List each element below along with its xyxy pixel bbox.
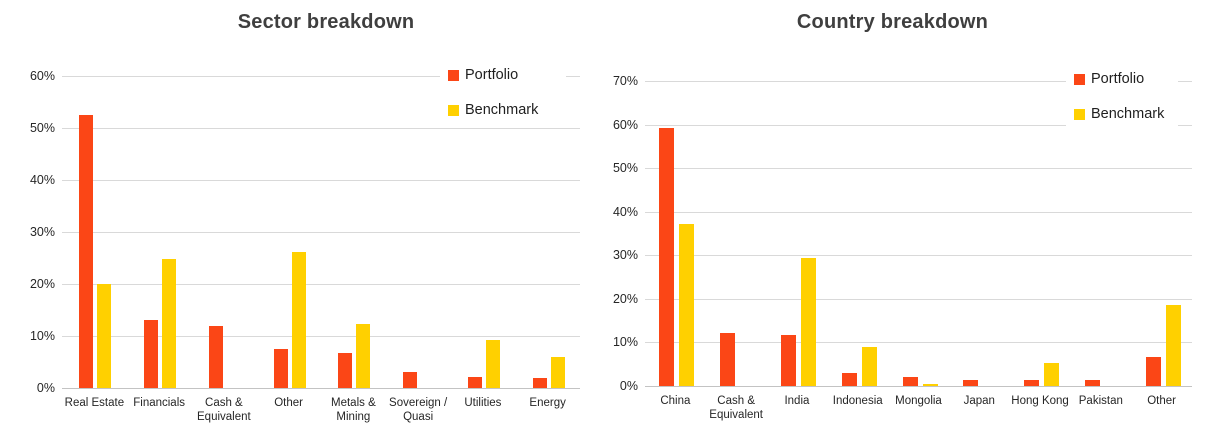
- portfolio-bar: [781, 335, 796, 386]
- y-tick-label: 60%: [29, 69, 55, 83]
- y-tick-label: 50%: [29, 121, 55, 135]
- gridline: [62, 76, 580, 77]
- x-category-label: Hong Kong: [1011, 395, 1069, 407]
- legend-item-benchmark: Benchmark: [448, 101, 538, 119]
- gridline: [645, 211, 1192, 213]
- benchmark-legend-swatch: [1074, 108, 1085, 120]
- x-category-label: Real Estate: [64, 397, 125, 409]
- portfolio-bar: [79, 115, 93, 388]
- portfolio-legend-swatch: [448, 69, 459, 81]
- portfolio-bar: [209, 326, 223, 388]
- x-category-label: Utilities: [464, 397, 502, 409]
- portfolio-bar: [533, 378, 547, 388]
- portfolio-bar: [963, 380, 978, 386]
- gridline: [645, 298, 1192, 300]
- portfolio-bar: [842, 373, 857, 386]
- portfolio-bar: [903, 377, 918, 386]
- legend: Portfolio Benchmark: [440, 62, 566, 128]
- gridline: [62, 284, 580, 285]
- x-category-label: Financials: [133, 397, 186, 409]
- portfolio-bar: [1146, 357, 1161, 386]
- x-category-label: Cash & Equivalent: [709, 395, 763, 421]
- gridline: [62, 128, 580, 129]
- legend-item-portfolio: Portfolio: [1074, 70, 1144, 88]
- portfolio-bar: [144, 320, 158, 388]
- portfolio-bar: [659, 128, 674, 386]
- benchmark-bar: [551, 357, 565, 388]
- x-category-label: Pakistan: [1078, 395, 1123, 407]
- legend-item-benchmark: Benchmark: [1074, 105, 1164, 123]
- x-category-label: India: [784, 395, 810, 407]
- y-tick-label: 20%: [612, 291, 638, 306]
- gridline: [62, 180, 580, 181]
- y-tick-label: 40%: [612, 204, 638, 219]
- benchmark-bar: [1166, 305, 1181, 386]
- benchmark-bar: [679, 224, 694, 386]
- y-tick-label: 50%: [612, 161, 638, 176]
- y-tick-label: 0%: [36, 381, 55, 395]
- benchmark-bar: [162, 259, 176, 388]
- x-category-label: Cash & Equivalent: [197, 397, 251, 423]
- gridline: [645, 168, 1192, 170]
- chart-title: Country breakdown: [796, 11, 989, 33]
- x-axis-line: [62, 388, 580, 389]
- legend: Portfolio Benchmark: [1066, 66, 1178, 132]
- y-tick-label: 60%: [612, 117, 638, 132]
- legend-label: Portfolio: [465, 67, 519, 83]
- x-category-label: Sovereign / Quasi: [389, 397, 448, 423]
- portfolio-bar: [274, 349, 288, 388]
- x-category-label: Indonesia: [832, 395, 883, 407]
- legend-item-portfolio: Portfolio: [448, 66, 518, 84]
- country-breakdown-chart: Country breakdown 0% 10% 20% 30% 40% 50% 60% 70…: [606, 0, 1213, 433]
- x-category-label: Metals & Mining: [331, 397, 376, 423]
- benchmark-legend-swatch: [448, 104, 459, 116]
- x-category-label: Other: [274, 397, 303, 409]
- gridline: [62, 232, 580, 233]
- x-category-label: Mongolia: [895, 395, 942, 407]
- portfolio-bar: [338, 353, 352, 388]
- y-tick-label: 10%: [29, 329, 55, 343]
- gridline: [645, 342, 1192, 344]
- y-tick-label: 20%: [29, 277, 55, 291]
- sector-breakdown-chart: Sector breakdown 0% 10% 20% 30% 40% 50% 60% Rea…: [0, 0, 606, 433]
- y-tick-label: 30%: [612, 248, 638, 263]
- benchmark-bar: [923, 384, 938, 386]
- portfolio-legend-swatch: [1074, 73, 1085, 85]
- gridline: [62, 336, 580, 337]
- portfolio-bar: [1085, 380, 1100, 386]
- legend-label: Benchmark: [465, 102, 539, 118]
- y-tick-label: 30%: [29, 225, 55, 239]
- gridline: [645, 255, 1192, 257]
- y-tick-label: 0%: [619, 379, 638, 393]
- gridline: [645, 81, 1192, 82]
- x-category-label: Japan: [963, 395, 995, 407]
- gridline: [645, 124, 1192, 126]
- y-tick-label: 10%: [612, 335, 638, 350]
- benchmark-bar: [862, 347, 877, 386]
- benchmark-bar: [356, 324, 370, 388]
- benchmark-bar: [1044, 363, 1059, 386]
- x-axis-line: [645, 386, 1192, 387]
- portfolio-bar: [1024, 380, 1039, 386]
- legend-label: Portfolio: [1091, 71, 1145, 87]
- y-tick-label: 70%: [612, 74, 638, 88]
- x-category-label: Other: [1147, 395, 1176, 407]
- legend-label: Benchmark: [1091, 106, 1165, 122]
- x-category-label: China: [660, 395, 691, 407]
- y-tick-label: 40%: [29, 173, 55, 187]
- benchmark-bar: [486, 340, 500, 388]
- portfolio-bar: [403, 372, 417, 388]
- chart-title: Sector breakdown: [237, 11, 415, 33]
- benchmark-bar: [97, 284, 111, 388]
- portfolio-bar: [468, 377, 482, 388]
- benchmark-bar: [801, 258, 816, 386]
- portfolio-bar: [720, 333, 735, 386]
- benchmark-bar: [292, 252, 306, 388]
- x-category-label: Energy: [529, 397, 566, 409]
